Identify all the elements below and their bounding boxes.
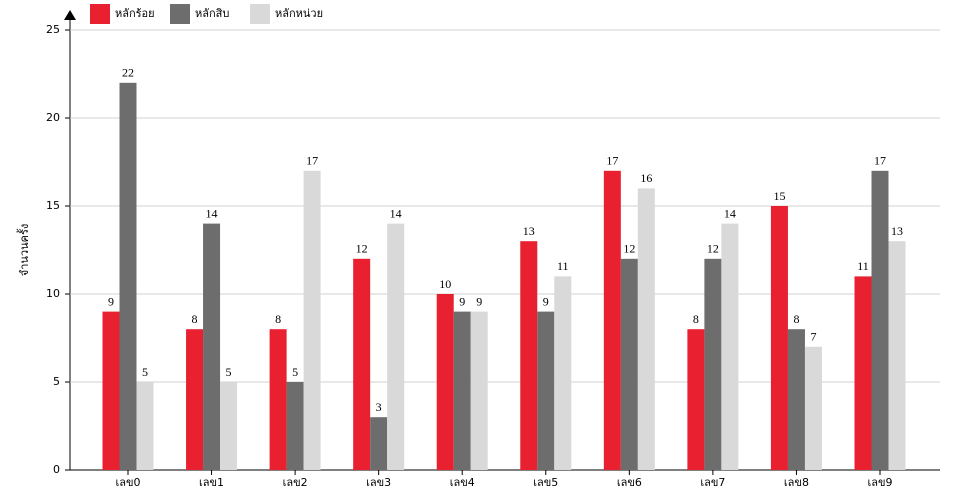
x-tick-label: เลข8 [784,476,809,489]
bar [854,276,872,470]
bar [286,382,304,470]
value-label: 7 [810,330,816,344]
bar [203,223,221,470]
x-tick-label: เลข9 [867,476,892,489]
value-label: 11 [857,259,869,273]
value-label: 12 [707,242,719,256]
bar [620,258,638,470]
legend-swatch [170,4,190,24]
value-label: 17 [606,154,618,168]
bar [303,170,321,471]
value-label: 17 [306,154,318,168]
value-label: 14 [724,206,736,220]
bar [554,276,572,470]
value-label: 11 [557,259,569,273]
value-label: 12 [356,242,368,256]
legend-label: หลักหน่วย [275,7,323,20]
bar [603,170,621,471]
bar [453,311,471,470]
bar [787,329,805,470]
value-label: 9 [543,294,549,308]
value-label: 12 [623,242,635,256]
value-label: 13 [891,224,903,238]
bar [520,241,538,470]
value-label: 9 [459,294,465,308]
bar [186,329,204,470]
bar [687,329,705,470]
y-tick-label: 0 [53,463,60,476]
value-label: 3 [376,400,382,414]
value-label: 8 [275,312,281,326]
legend-label: หลักร้อย [115,7,155,20]
value-label: 16 [640,171,652,185]
x-tick-label: เลข7 [700,476,725,489]
value-label: 15 [773,189,785,203]
value-label: 5 [142,365,148,379]
bar [387,223,405,470]
x-tick-label: เลข3 [366,476,391,489]
value-label: 9 [476,294,482,308]
bar [871,170,889,471]
bar [370,417,388,470]
legend-swatch [90,4,110,24]
bar [269,329,287,470]
x-tick-label: เลข1 [199,476,224,489]
value-label: 9 [108,294,114,308]
x-tick-label: เลข0 [115,476,140,489]
bar [721,223,739,470]
value-label: 10 [439,277,451,291]
y-axis-label: จำนวนครั้ง [16,224,31,276]
bar [102,311,120,470]
y-tick-label: 10 [46,287,60,300]
y-tick-label: 20 [46,111,60,124]
bar [537,311,555,470]
bar [119,82,137,471]
value-label: 8 [793,312,799,326]
x-tick-label: เลข5 [533,476,558,489]
bar [704,258,722,470]
value-label: 5 [292,365,298,379]
bar [770,206,788,470]
x-tick-label: เลข6 [617,476,642,489]
bar [888,241,906,470]
value-label: 22 [122,66,134,80]
bar [220,382,238,470]
y-tick-label: 5 [53,375,60,388]
bar [353,258,371,470]
value-label: 8 [693,312,699,326]
y-tick-label: 15 [46,199,60,212]
y-tick-label: 25 [46,23,60,36]
x-tick-label: เลข4 [450,476,475,489]
value-label: 5 [226,365,232,379]
value-label: 13 [523,224,535,238]
legend-label: หลักสิบ [195,7,229,20]
bar [470,311,488,470]
bar [436,294,454,470]
value-label: 8 [192,312,198,326]
value-label: 17 [874,154,886,168]
y-axis-arrow [64,10,76,20]
value-label: 14 [206,206,218,220]
value-label: 14 [390,206,402,220]
bar [136,382,154,470]
legend-swatch [250,4,270,24]
bar [804,346,822,470]
bar [637,188,655,470]
x-tick-label: เลข2 [283,476,308,489]
